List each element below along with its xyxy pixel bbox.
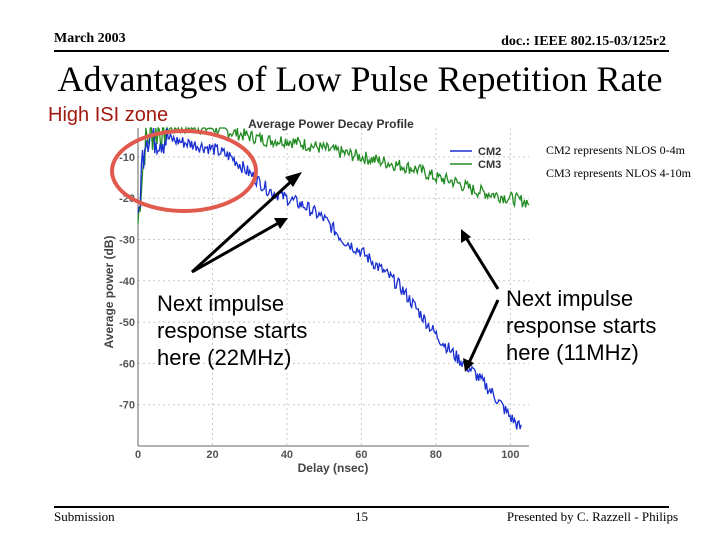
y-tick-label: -30 xyxy=(119,235,135,247)
y-tick-label: -70 xyxy=(119,400,135,412)
x-tick-label: 20 xyxy=(206,449,218,461)
footer-submission: Submission xyxy=(54,509,115,524)
x-tick-label: 80 xyxy=(430,449,442,461)
chart-series xyxy=(137,125,530,430)
cm2-note: CM2 represents NLOS 0-4m xyxy=(546,143,685,157)
callout-22mhz: Next impulse response starts here (22MHz… xyxy=(157,291,308,370)
chart-labels: 0 20 40 60 80 100-10-20-30-40-50-60-70Average… xyxy=(102,117,520,475)
footer-rule xyxy=(54,506,669,508)
arrow-right-lower-head xyxy=(463,358,474,372)
x-tick-label: 100 xyxy=(501,449,519,461)
arrow-left-lower xyxy=(191,219,283,274)
footer-page-number: 15 xyxy=(355,509,368,524)
arrow-right-upper-head xyxy=(461,229,471,243)
series-line-cm3 xyxy=(137,125,530,224)
x-tick-label: 40 xyxy=(281,449,293,461)
legend-label-cm2: CM2 xyxy=(478,146,501,158)
header-date: March 2003 xyxy=(54,31,126,46)
arrow-right-lower xyxy=(466,299,500,366)
chart-axes xyxy=(137,128,529,447)
chart-grid xyxy=(137,128,529,446)
series-line-cm2 xyxy=(137,127,522,430)
y-tick-label: -10 xyxy=(119,152,135,164)
x-axis-label: Delay (nsec) xyxy=(298,461,369,475)
cm3-note: CM3 represents NLOS 4-10m xyxy=(546,166,691,180)
high-isi-zone-label: High ISI zone xyxy=(48,104,169,126)
x-tick-label: 0 xyxy=(135,449,141,461)
arrow-right-upper xyxy=(463,235,500,290)
y-axis-label: Average power (dB) xyxy=(102,236,116,349)
chart-title: Average Power Decay Profile xyxy=(248,117,414,131)
header-doc-id: doc.: IEEE 802.15-03/125r2 xyxy=(501,34,666,49)
y-tick-label: -50 xyxy=(119,317,135,329)
high-isi-ellipse xyxy=(110,129,258,213)
arrow-left-upper-head xyxy=(285,172,302,187)
arrow-left-lower-head xyxy=(274,218,288,229)
y-tick-label: -60 xyxy=(119,358,135,370)
arrow-left-upper xyxy=(190,175,298,274)
header-rule xyxy=(54,50,669,52)
slide-title: Advantages of Low Pulse Repetition Rate xyxy=(57,59,663,99)
y-tick-label: -40 xyxy=(119,276,135,288)
callout-11mhz: Next impulse response starts here (11MHz… xyxy=(506,286,657,365)
x-tick-label: 60 xyxy=(355,449,367,461)
footer-presenter: Presented by C. Razzell - Philips xyxy=(506,509,678,524)
legend-label-cm3: CM3 xyxy=(478,159,501,171)
